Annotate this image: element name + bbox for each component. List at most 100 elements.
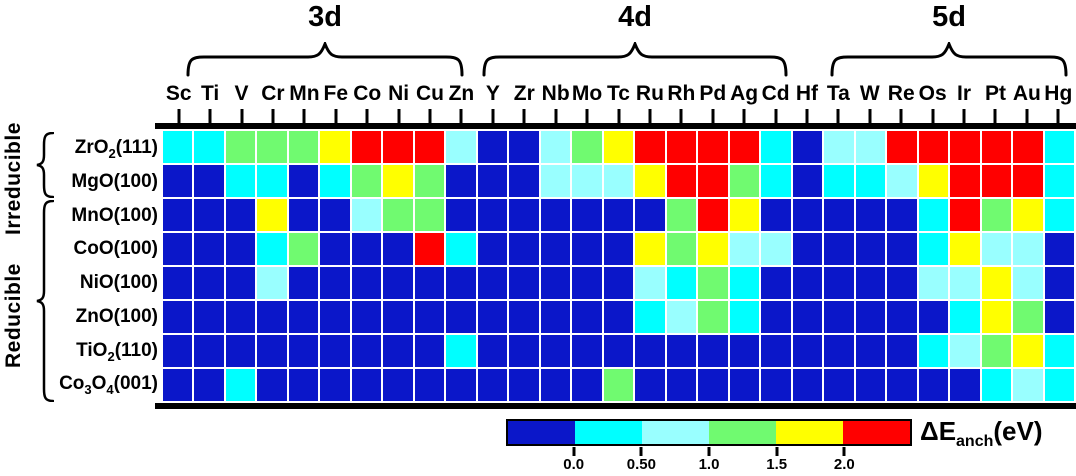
heatmap-cell [540, 199, 571, 231]
heatmap-cell [666, 165, 697, 197]
heatmap-cell [320, 233, 350, 265]
heatmap-cell [635, 165, 665, 197]
heatmap-cell [225, 267, 256, 299]
column-label-tc: Tc [607, 82, 630, 105]
heatmap-cell [1044, 335, 1074, 367]
heatmap-cell [1013, 267, 1043, 299]
column-tick [899, 109, 903, 123]
colorbar-tick-label: 1.0 [698, 456, 720, 473]
heatmap-cell [761, 267, 791, 299]
heatmap-cell [855, 165, 886, 197]
heatmap-cell [729, 267, 760, 299]
column-tick [459, 109, 463, 123]
heatmap-cell [1044, 267, 1074, 299]
heatmap-cell [855, 335, 886, 367]
heatmap-cell [887, 369, 917, 401]
heatmap-cell [509, 199, 539, 231]
heatmap-cell [635, 131, 665, 163]
heatmap-cell [320, 199, 350, 231]
heatmap-cell [288, 369, 319, 401]
heatmap-cell [824, 131, 854, 163]
heatmap-cell [225, 335, 256, 367]
brace-4d-icon [482, 42, 788, 77]
heatmap-cell [761, 335, 791, 367]
heatmap-cell [698, 199, 728, 231]
heatmap-cell [509, 301, 539, 333]
heatmap-cell [666, 267, 697, 299]
column-tick [334, 109, 338, 123]
heatmap-cell [635, 335, 665, 367]
heatmap-cell [887, 165, 917, 197]
heatmap-cell [603, 165, 634, 197]
column-label-ni: Ni [388, 82, 410, 105]
heatmap-cell [1044, 131, 1074, 163]
colorbar-tick [707, 447, 711, 456]
heatmap-cell [414, 199, 445, 231]
heatmap-cell [383, 199, 413, 231]
heatmap-cell [477, 267, 508, 299]
heatmap-cell [383, 165, 413, 197]
heatmap-cell [666, 369, 697, 401]
heatmap-cell [698, 301, 728, 333]
heatmap-cell [1013, 199, 1043, 231]
heatmap-cell [887, 233, 917, 265]
column-tick [774, 109, 778, 123]
heatmap-cell [540, 301, 571, 333]
colorbar-title-unit: (eV) [993, 416, 1043, 446]
heatmap-cell [351, 335, 382, 367]
heatmap-cell [163, 199, 193, 231]
colorbar-tick-label: 1.5 [766, 456, 788, 473]
heatmap-cell [1044, 199, 1074, 231]
column-tick [177, 109, 181, 123]
row-label-mno100: MnO(100) [71, 204, 158, 226]
heatmap-cell [383, 267, 413, 299]
heatmap-cell [950, 199, 980, 231]
colorbar-tick [842, 447, 846, 456]
column-label-mn: Mn [289, 82, 320, 105]
heatmap-cell [824, 335, 854, 367]
group-label-5d: 5d [932, 1, 966, 33]
column-tick [648, 109, 652, 123]
row-group-label-irreducible: Irreducible [2, 122, 25, 236]
heatmap-cell [383, 335, 413, 367]
column-label-ir: Ir [957, 82, 972, 105]
heatmap-cell [257, 165, 287, 197]
heatmap-cell [477, 165, 508, 197]
heatmap-cell [1044, 301, 1074, 333]
column-label-mo: Mo [571, 82, 603, 105]
heatmap-cell [163, 165, 193, 197]
heatmap-cell [540, 369, 571, 401]
brace-reducible-icon [36, 200, 54, 402]
heatmap-cell [950, 301, 980, 333]
heatmap-cell [918, 233, 949, 265]
heatmap-cell [194, 301, 224, 333]
column-label-fe: Fe [323, 82, 349, 105]
column-label-w: W [859, 82, 880, 105]
heatmap-cell [320, 335, 350, 367]
column-tick [428, 109, 432, 123]
colorbar [506, 419, 912, 446]
heatmap-cell [288, 301, 319, 333]
heatmap-cell [729, 301, 760, 333]
column-label-ru: Ru [635, 82, 664, 105]
heatmap-cell [194, 335, 224, 367]
column-tick [271, 109, 275, 123]
column-tick [1056, 109, 1060, 123]
heatmap-cell [824, 233, 854, 265]
heatmap-cell [887, 131, 917, 163]
heatmap-cell [666, 335, 697, 367]
heatmap-cell [1044, 233, 1074, 265]
top-axis-line [155, 123, 1076, 129]
heatmap-cell [163, 233, 193, 265]
colorbar-segment [508, 421, 575, 444]
column-label-cr: Cr [261, 82, 285, 105]
heatmap-cell [761, 369, 791, 401]
column-tick [365, 109, 369, 123]
column-tick [208, 109, 212, 123]
heatmap-cell [288, 199, 319, 231]
row-label-zro2111: ZrO2(111) [74, 137, 158, 161]
heatmap-cell [635, 233, 665, 265]
column-label-ti: Ti [200, 82, 220, 105]
heatmap-cell [981, 335, 1012, 367]
heatmap-cell [163, 301, 193, 333]
